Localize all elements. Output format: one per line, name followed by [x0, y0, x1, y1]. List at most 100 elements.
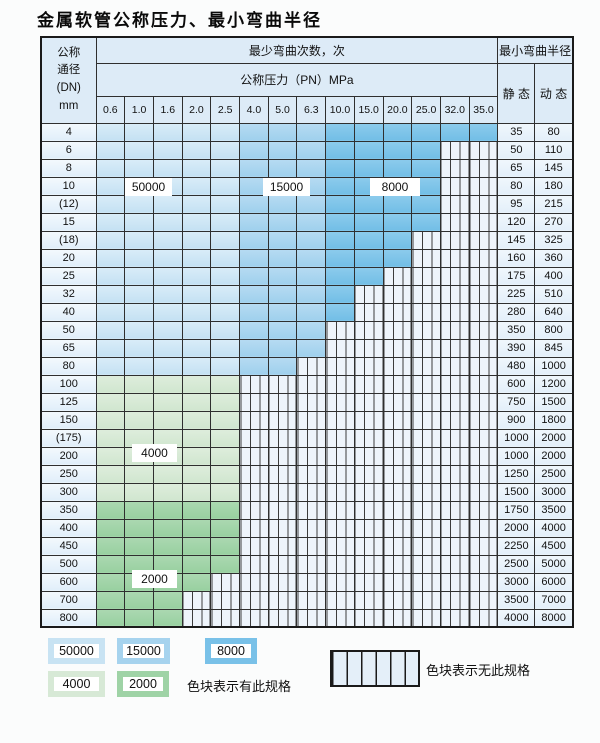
spec-cell [267, 194, 298, 214]
static-value-cell: 120 [497, 212, 536, 232]
spec-cell [152, 158, 183, 178]
no-spec-cell [353, 338, 384, 358]
no-spec-cell [325, 590, 355, 610]
no-spec-cell [239, 608, 269, 628]
no-spec-cell [468, 428, 499, 448]
no-spec-cell [411, 464, 441, 484]
no-spec-cell [296, 608, 327, 628]
spec-cell [152, 140, 183, 160]
spec-cell [152, 374, 183, 394]
no-spec-cell [239, 428, 269, 448]
static-value-cell: 900 [497, 410, 536, 430]
spec-cell [210, 284, 241, 304]
spec-cell [152, 230, 183, 250]
no-spec-cell [439, 158, 470, 178]
table-row-dn-700: 700 3500 7000 [40, 590, 574, 610]
no-spec-cell [181, 608, 212, 628]
pressure-value-15.0: 15.0 [353, 95, 384, 124]
no-spec-cell [411, 572, 441, 592]
spec-cell [181, 410, 212, 430]
spec-cell [267, 356, 298, 376]
spec-cell [210, 194, 241, 214]
no-spec-cell [296, 464, 327, 484]
spec-cell [239, 194, 269, 214]
no-spec-cell [353, 428, 384, 448]
no-spec-cell [411, 230, 441, 250]
spec-cell [296, 140, 327, 160]
no-spec-cell [239, 446, 269, 466]
no-spec-cell [468, 284, 499, 304]
static-value-cell: 1750 [497, 500, 536, 520]
spec-cell [325, 122, 355, 142]
table-header: 公称 通径 (DN) mm 最少弯曲次数，次 最小弯曲半径 公称压力（PN）MPa 静 … [40, 36, 574, 124]
spec-cell [124, 536, 154, 556]
spec-cell [181, 500, 212, 520]
spec-cell [152, 392, 183, 412]
no-spec-cell [468, 572, 499, 592]
no-spec-cell [267, 392, 298, 412]
spec-cell [152, 518, 183, 538]
no-spec-cell [267, 446, 298, 466]
dynamic-header: 动 态 [534, 62, 574, 124]
no-spec-cell [382, 554, 413, 574]
dynamic-value-cell: 270 [534, 212, 574, 232]
spec-cell [152, 284, 183, 304]
spec-cell [152, 410, 183, 430]
no-spec-cell [439, 284, 470, 304]
spec-cell [181, 428, 212, 448]
no-spec-cell [411, 518, 441, 538]
static-value-cell: 1000 [497, 446, 536, 466]
spec-cell [210, 464, 241, 484]
pressure-value-10.0: 10.0 [325, 95, 355, 124]
no-spec-cell [296, 356, 327, 376]
no-spec-cell [439, 518, 470, 538]
no-spec-cell [468, 608, 499, 628]
no-spec-cell [353, 554, 384, 574]
table-row-dn-500: 500 2500 5000 [40, 554, 574, 574]
dynamic-value-cell: 2500 [534, 464, 574, 484]
no-spec-cell [439, 356, 470, 376]
spec-cell [152, 608, 183, 628]
spec-cell [124, 320, 154, 340]
static-value-cell: 80 [497, 176, 536, 196]
no-spec-cell [468, 320, 499, 340]
spec-cell [95, 122, 126, 142]
no-spec-cell [353, 374, 384, 394]
spec-cell [325, 230, 355, 250]
static-value-cell: 480 [497, 356, 536, 376]
no-spec-cell [468, 536, 499, 556]
spec-cell [152, 320, 183, 340]
no-spec-cell [267, 464, 298, 484]
no-spec-cell [239, 392, 269, 412]
no-spec-cell [468, 464, 499, 484]
dynamic-value-cell: 145 [534, 158, 574, 178]
no-spec-cell [181, 590, 212, 610]
spec-cell [95, 302, 126, 322]
no-spec-cell [468, 302, 499, 322]
dn-cell: 500 [40, 554, 97, 574]
static-value-cell: 35 [497, 122, 536, 142]
legend-swatch-2000: 2000 [117, 671, 169, 697]
spec-cell [411, 212, 441, 232]
no-spec-cell [267, 374, 298, 394]
no-spec-cell [439, 482, 470, 502]
spec-cell [353, 122, 384, 142]
dn-cell: 150 [40, 410, 97, 430]
spec-cell [210, 212, 241, 232]
no-spec-cell [382, 392, 413, 412]
no-spec-cell [411, 338, 441, 358]
static-value-cell: 50 [497, 140, 536, 160]
no-spec-cell [439, 176, 470, 196]
spec-cell [353, 212, 384, 232]
spec-cell [296, 302, 327, 322]
pressure-value-2.0: 2.0 [181, 95, 212, 124]
spec-cell [124, 518, 154, 538]
dynamic-value-cell: 1800 [534, 410, 574, 430]
region-label-4000: 4000 [132, 444, 177, 462]
static-value-cell: 95 [497, 194, 536, 214]
dn-cell: 200 [40, 446, 97, 466]
spec-cell [152, 194, 183, 214]
dynamic-value-cell: 2000 [534, 428, 574, 448]
no-spec-cell [382, 572, 413, 592]
no-spec-cell [325, 482, 355, 502]
